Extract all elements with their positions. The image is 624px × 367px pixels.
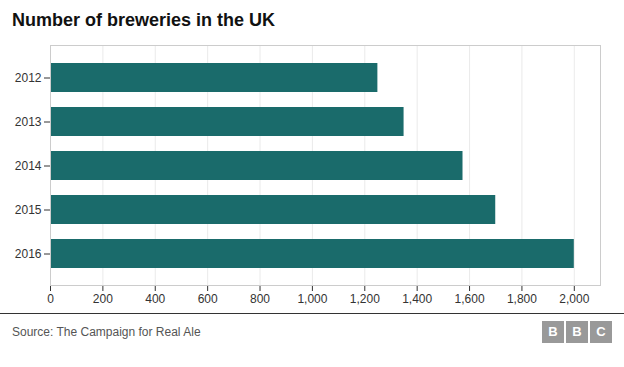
- svg-text:800: 800: [250, 292, 270, 306]
- svg-text:2012: 2012: [15, 71, 42, 85]
- svg-text:1,000: 1,000: [297, 292, 327, 306]
- html-text:Number of breweries in the UK: Number of breweries in the UK: [12, 10, 276, 30]
- html-text:C: C: [596, 323, 606, 339]
- svg-text:200: 200: [93, 292, 113, 306]
- svg-text:2014: 2014: [15, 159, 42, 173]
- svg-text:1,400: 1,400: [402, 292, 432, 306]
- svg-text:600: 600: [198, 292, 218, 306]
- svg-text:1,200: 1,200: [350, 292, 380, 306]
- svg-text:2,000: 2,000: [559, 292, 589, 306]
- svg-text:2016: 2016: [15, 247, 42, 261]
- html-text:Source: The Campaign for Real: Source: The Campaign for Real Ale: [12, 324, 201, 339]
- svg-text:2013: 2013: [15, 115, 42, 129]
- svg-text:400: 400: [145, 292, 165, 306]
- html-text:B: B: [548, 323, 558, 339]
- svg-text:0: 0: [47, 292, 54, 306]
- html-text:B: B: [572, 323, 582, 339]
- svg-text:1,800: 1,800: [507, 292, 537, 306]
- svg-text:2015: 2015: [15, 203, 42, 217]
- svg-text:1,600: 1,600: [455, 292, 485, 306]
